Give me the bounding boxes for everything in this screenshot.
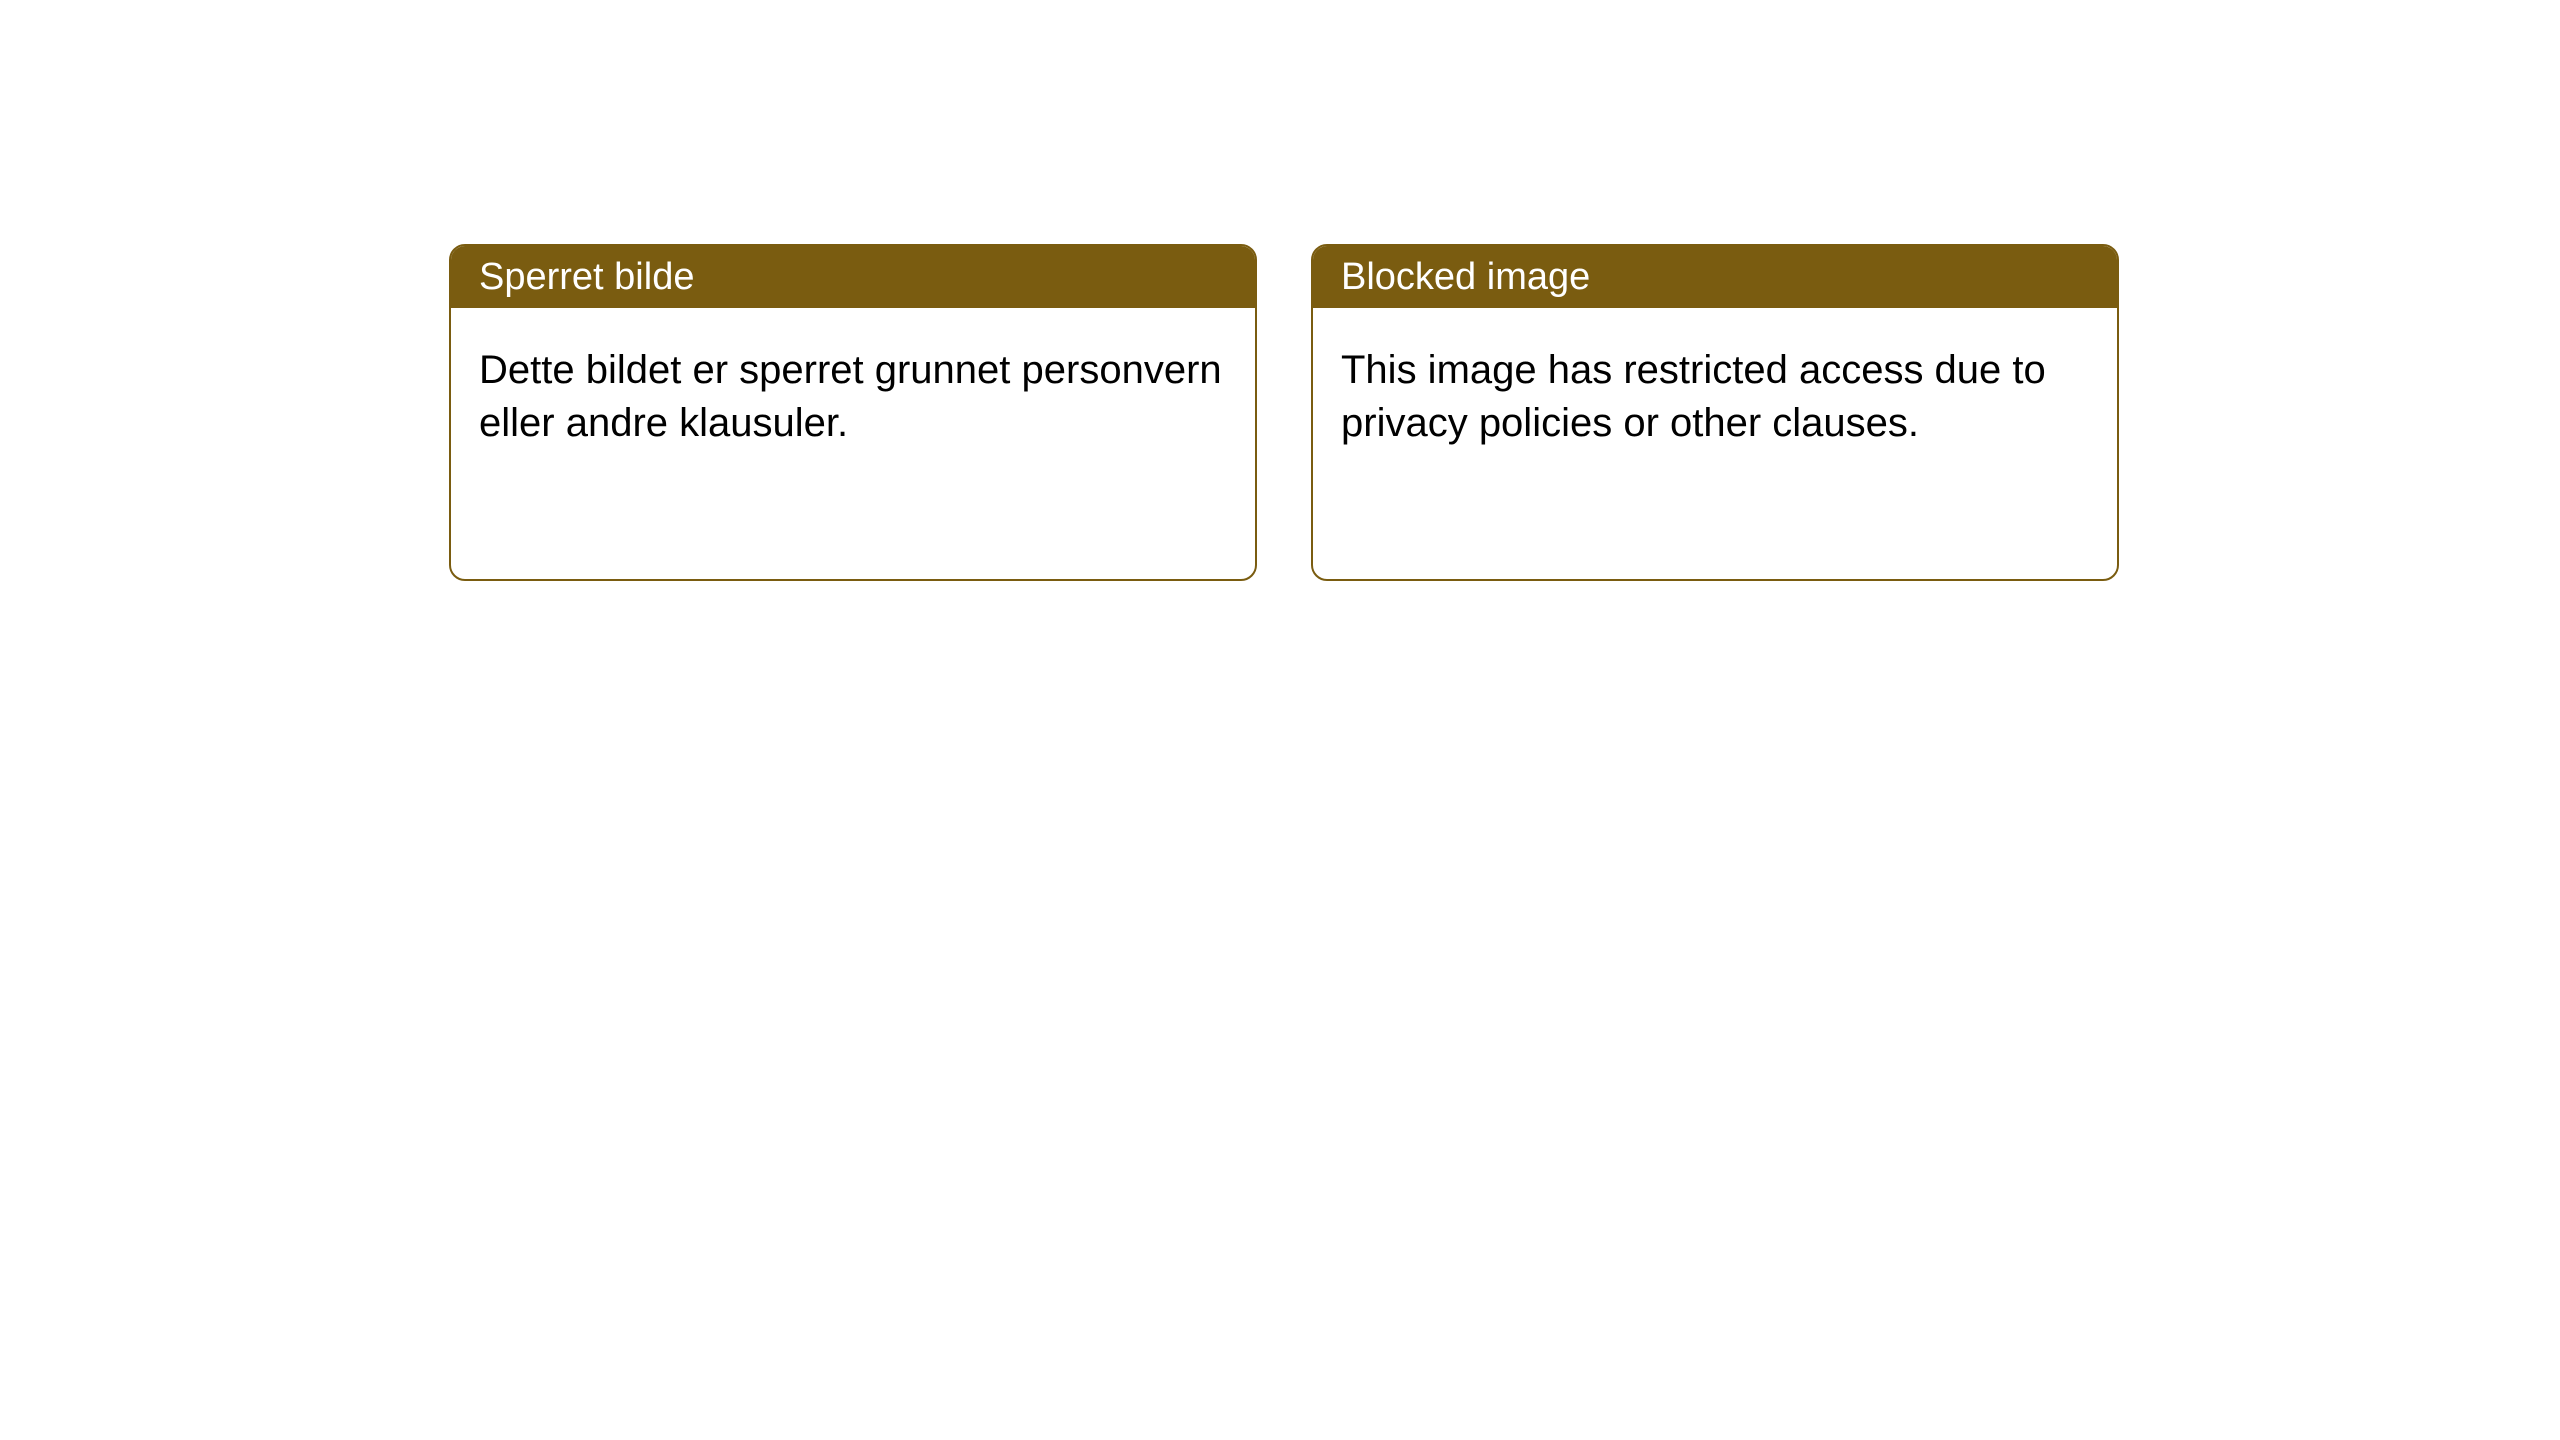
notice-title: Blocked image — [1341, 256, 1590, 299]
notice-card-norwegian: Sperret bilde Dette bildet er sperret gr… — [449, 244, 1257, 581]
notice-body-text: Dette bildet er sperret grunnet personve… — [479, 348, 1222, 445]
notice-body: This image has restricted access due to … — [1313, 308, 2117, 486]
notice-container: Sperret bilde Dette bildet er sperret gr… — [0, 0, 2560, 581]
notice-body: Dette bildet er sperret grunnet personve… — [451, 308, 1255, 486]
notice-card-english: Blocked image This image has restricted … — [1311, 244, 2119, 581]
notice-body-text: This image has restricted access due to … — [1341, 348, 2046, 445]
notice-title: Sperret bilde — [479, 256, 694, 299]
notice-header: Blocked image — [1313, 246, 2117, 308]
notice-header: Sperret bilde — [451, 246, 1255, 308]
